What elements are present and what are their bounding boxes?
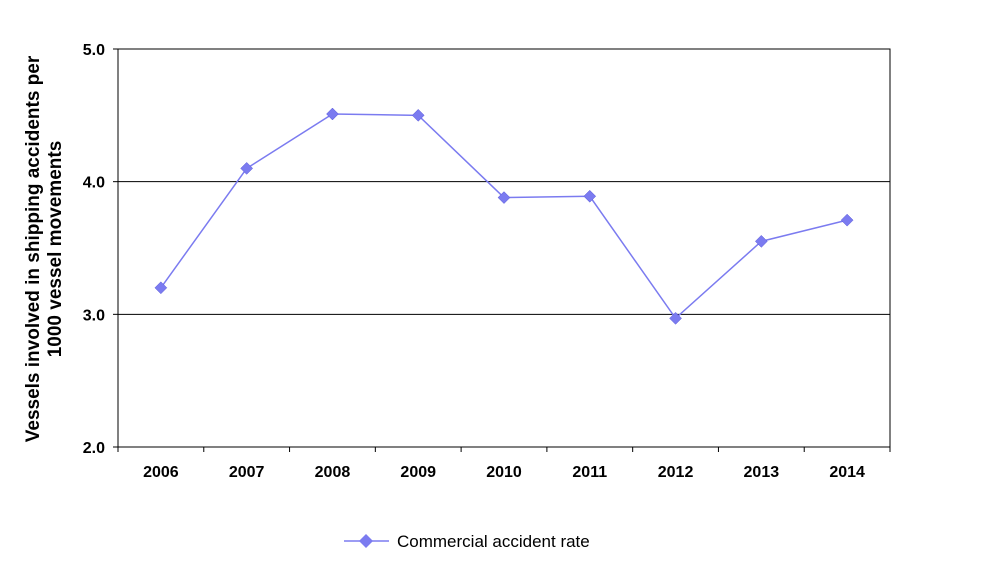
y-axis-title-line1: Vessels involved in shipping accidents p…	[23, 55, 44, 442]
x-tick-label: 2007	[229, 464, 265, 481]
data-point-marker	[240, 162, 254, 175]
x-tick-label: 2011	[572, 464, 607, 481]
legend-label: Commercial accident rate	[397, 532, 590, 551]
x-tick-label: 2012	[658, 464, 694, 481]
legend: Commercial accident rate	[344, 532, 590, 551]
series-line	[160, 113, 848, 320]
data-point-marker	[754, 235, 768, 248]
series-layer	[154, 107, 854, 325]
data-point-marker	[154, 281, 168, 295]
plot-area-border	[117, 48, 891, 448]
y-tick-label: 2.0	[83, 440, 105, 457]
y-axis-title-line2: 1000 vessel movements	[45, 141, 66, 358]
x-tick-label: 2013	[744, 464, 780, 481]
data-point-marker	[840, 213, 854, 227]
data-point-marker	[497, 191, 511, 204]
gridlines	[118, 181, 890, 315]
y-tick-label: 5.0	[83, 42, 105, 59]
x-tick-label: 2009	[400, 464, 436, 481]
tick-labels: 2.0 3.0 4.0 5.0 2006 2007 2008 2009 2010 2011 2012…	[83, 42, 865, 481]
data-point-marker	[669, 311, 682, 325]
data-point-marker	[411, 108, 425, 122]
x-tick-label: 2008	[315, 464, 351, 481]
x-tick-label: 2010	[486, 464, 522, 481]
x-tick-label: 2006	[143, 464, 179, 481]
x-tick-label: 2014	[829, 464, 865, 481]
axis-ticks	[113, 48, 891, 452]
legend-marker-diamond-icon	[359, 534, 373, 548]
data-point-marker	[326, 107, 339, 121]
y-tick-label: 4.0	[83, 175, 105, 192]
data-point-marker	[583, 189, 597, 203]
y-tick-label: 3.0	[83, 307, 105, 324]
